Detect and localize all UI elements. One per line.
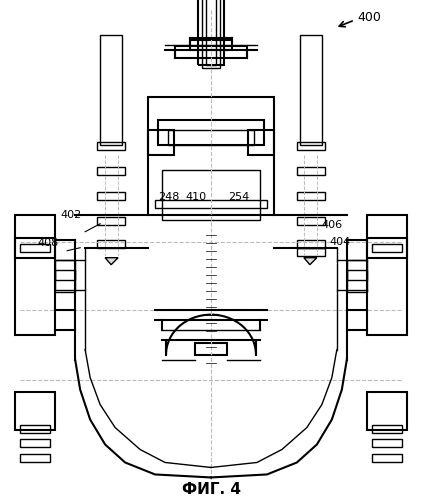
Bar <box>155 200 267 208</box>
Bar <box>20 244 50 251</box>
Bar <box>297 248 325 255</box>
Bar <box>148 130 174 155</box>
Bar <box>148 97 274 215</box>
Bar <box>15 392 55 430</box>
Text: 254: 254 <box>228 192 249 202</box>
Bar <box>100 35 122 145</box>
Bar <box>15 238 55 257</box>
Bar <box>168 130 254 145</box>
Bar <box>202 0 220 68</box>
Bar <box>297 142 325 150</box>
Bar <box>20 440 50 448</box>
Text: 404: 404 <box>330 237 351 247</box>
Bar <box>297 192 325 200</box>
Bar <box>97 192 125 200</box>
Bar <box>372 440 402 448</box>
Bar <box>367 238 407 257</box>
Bar <box>367 392 407 430</box>
Text: 408: 408 <box>37 238 59 248</box>
Bar <box>198 0 224 65</box>
Bar <box>372 425 402 433</box>
Bar <box>162 170 260 220</box>
Bar <box>190 40 232 50</box>
Text: ФИГ. 4: ФИГ. 4 <box>181 482 241 497</box>
Polygon shape <box>105 257 118 264</box>
Text: 406: 406 <box>322 220 343 230</box>
Bar <box>97 142 125 150</box>
Text: 402: 402 <box>60 210 81 220</box>
Bar <box>372 455 402 463</box>
Bar <box>206 0 216 65</box>
Bar <box>195 343 227 355</box>
Bar <box>372 244 402 251</box>
Bar <box>158 120 264 145</box>
Bar <box>20 425 50 433</box>
Bar <box>297 167 325 175</box>
Text: 248: 248 <box>158 192 179 202</box>
Bar <box>248 130 274 155</box>
Bar <box>20 455 50 463</box>
Bar <box>97 240 125 248</box>
Bar <box>297 217 325 225</box>
Bar <box>97 167 125 175</box>
Text: 400: 400 <box>358 11 382 24</box>
Bar <box>175 46 247 58</box>
Bar <box>297 240 325 248</box>
Bar <box>300 35 322 145</box>
Bar <box>97 217 125 225</box>
Polygon shape <box>304 257 317 264</box>
Text: 410: 410 <box>185 192 206 202</box>
